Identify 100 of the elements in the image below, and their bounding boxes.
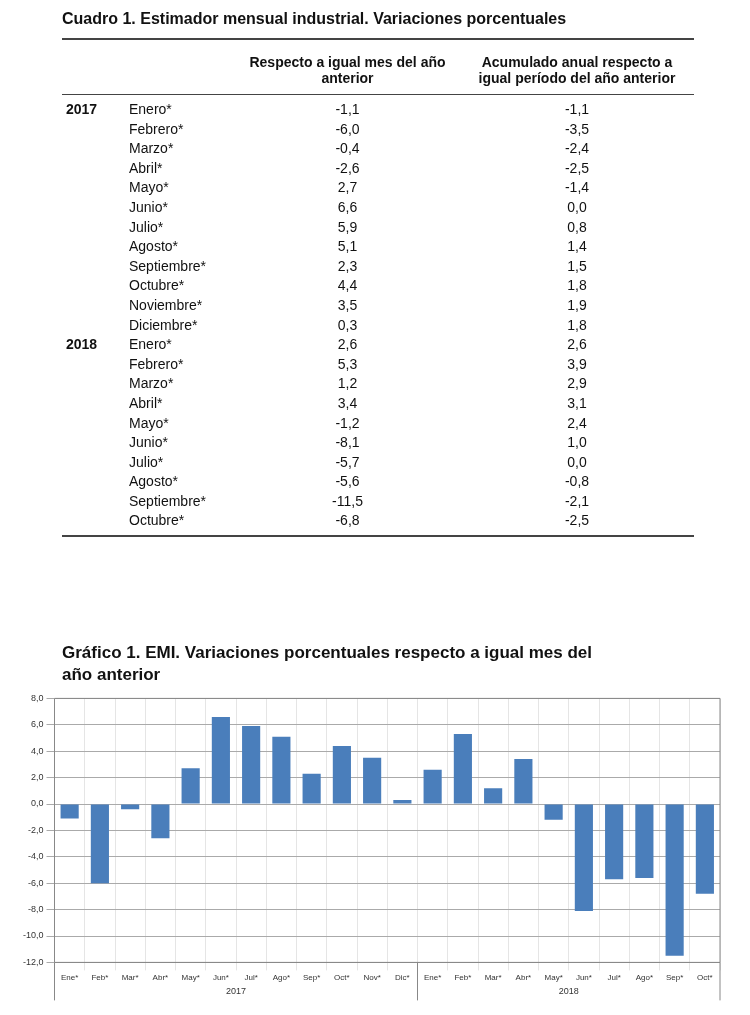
text: 3,1 [566,393,588,413]
text: Junio* [128,433,169,453]
text: 1,5 [566,256,588,276]
text: Junio* [128,197,169,217]
text: Abril* [128,158,164,178]
text: -2,5 [563,511,591,531]
text: 2,6 [336,335,359,355]
text: 1,2 [336,374,359,394]
text: 0,0 [566,452,588,472]
x-tick-label: Jul* [607,973,621,983]
text: -2,1 [563,491,591,511]
text: Enero* [128,100,173,119]
x-tick-label: May* [544,973,563,983]
text: -5,7 [334,452,361,472]
text: Marzo* [128,139,175,159]
text: 2018 [558,986,579,997]
y-tick-label: 6,0 [31,719,44,730]
x-tick-label: Ene* [60,973,79,983]
x-tick-label: Nov* [363,973,381,983]
text: -1,4 [563,178,591,198]
text: Septiembre* [128,491,208,511]
text: -11,5 [331,491,364,511]
text: Febrero* [128,119,185,139]
text: -2,4 [563,139,591,159]
x-tick-label: Feb* [91,973,109,983]
text: 0,3 [336,315,359,335]
text: 6,6 [336,197,359,217]
x-tick-label: Mar* [484,973,502,983]
text: Agosto* [128,472,180,492]
text: 0,8 [566,217,588,237]
y-tick-label: -2,0 [28,824,44,835]
text: 5,9 [336,217,359,237]
text: -1,1 [563,100,591,119]
text: Febrero* [128,354,185,374]
y-tick-label: -12,0 [23,956,44,967]
text: 1,9 [566,295,588,315]
x-tick-label: Abr* [152,973,169,983]
text: -5,6 [334,472,361,492]
text: Noviembre* [128,295,204,315]
text: -2,5 [563,158,591,178]
text: Diciembre* [128,315,199,335]
y-tick-label: -10,0 [23,930,44,941]
x-tick-label: Ene* [423,973,442,983]
text: -1,1 [334,100,361,119]
text: 2,3 [336,256,359,276]
y-tick-label: 4,0 [31,745,44,756]
text: -6,0 [334,119,361,139]
text: 5,1 [336,237,359,257]
text: 0,0 [566,197,588,217]
y-tick-label: -4,0 [28,851,44,862]
text: 2,9 [566,374,588,394]
y-tick-label: 2,0 [31,772,44,783]
x-tick-label: Jun* [575,973,592,983]
text: 1,8 [566,276,588,296]
x-tick-label: Sep* [665,973,684,983]
text: Enero* [128,335,173,355]
text: 3,9 [566,354,588,374]
x-tick-label: May* [181,973,200,983]
text: Octubre* [128,511,186,531]
x-tick-label: Mar* [121,973,139,983]
text: 2,6 [566,335,588,355]
text: 3,5 [336,295,359,315]
x-tick-label: Feb* [454,973,472,983]
x-tick-label: Jun* [212,973,229,983]
x-tick-label: Ago* [272,973,291,983]
text: -2,6 [334,158,361,178]
text: Octubre* [128,276,186,296]
text: -3,5 [563,119,591,139]
text: 5,3 [336,354,359,374]
text: 2,7 [336,178,359,198]
x-tick-label: Ago* [635,973,654,983]
category-label: Respecto a igual mes del año anterior [248,53,447,88]
y-tick-label: -8,0 [28,904,44,915]
text: Mayo* [128,413,170,433]
chart-title: Gráfico 1. EMI. Variaciones porcentuales respecto a igual mes del año anterior [62,642,594,686]
category-label: Acumulado anual respecto a igual período del año anterior [477,53,677,88]
y-tick-label: -6,0 [28,877,44,888]
text: Agosto* [128,237,180,257]
text: 2018 [65,335,99,355]
text: Abril* [128,393,164,413]
text: 3,4 [336,393,359,413]
y-tick-label: 0,0 [31,798,44,809]
text: 2017 [225,986,247,997]
text: -0,4 [334,139,361,159]
text: 1,0 [566,433,588,453]
text: Julio* [128,452,165,472]
text: -1,2 [334,413,361,433]
text: Julio* [128,217,165,237]
text: Septiembre* [128,256,208,276]
text: -0,8 [563,472,591,492]
text: Mayo* [128,178,170,198]
x-tick-label: Abr* [515,973,532,983]
text: 2,4 [566,413,588,433]
y-tick-label: 8,0 [31,692,44,703]
text: 1,4 [566,237,588,257]
text: 2017 [65,100,99,119]
text: Cuadro 1. Estimador mensual industrial. Variaciones porcentuales [62,10,694,40]
x-tick-label: Dic* [395,973,410,983]
text: 4,4 [336,276,359,296]
x-tick-label: Sep* [302,973,321,983]
